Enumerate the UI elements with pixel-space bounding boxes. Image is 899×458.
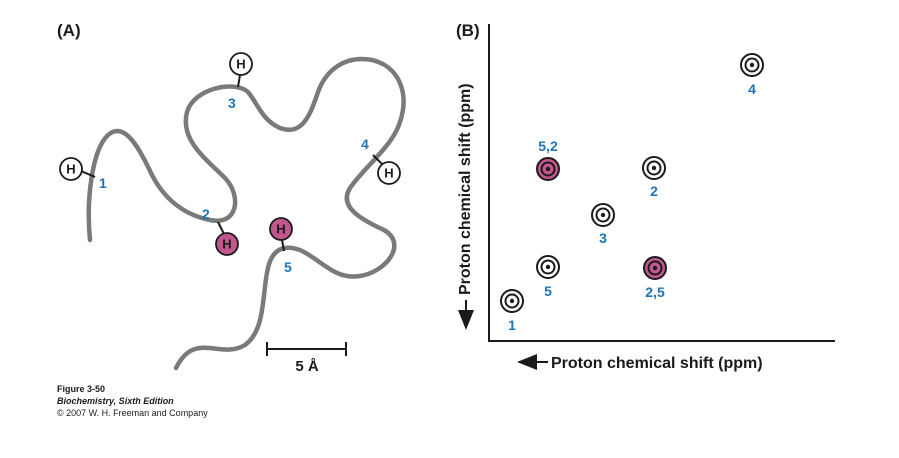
nmr-peak-5 — [536, 255, 560, 279]
svg-text:H: H — [66, 162, 75, 177]
y-axis-title: Proton chemical shift (ppm) — [457, 83, 474, 295]
x-axis-title: Proton chemical shift (ppm) — [551, 355, 763, 372]
svg-text:H: H — [384, 166, 393, 181]
hydrogen-2-highlighted: H — [215, 221, 239, 256]
nmr-peak-5-2-highlighted — [536, 157, 560, 181]
nmr-peak-1 — [500, 289, 524, 313]
figure-caption-title: Figure 3-50 — [57, 384, 106, 394]
svg-text:H: H — [222, 237, 231, 252]
nmr-peak-4 — [740, 53, 764, 77]
residue-label-5: 5 — [284, 259, 292, 275]
figure-caption-copyright: © 2007 W. H. Freeman and Company — [57, 408, 208, 418]
peak-label-2: 2 — [650, 183, 658, 199]
nmr-peak-2-5-highlighted — [643, 256, 667, 280]
hydrogen-1: H — [59, 157, 96, 181]
peak-label-1: 1 — [508, 317, 516, 333]
hydrogen-5-highlighted: H — [269, 217, 293, 252]
panel-a-label: (A) — [57, 21, 81, 40]
residue-label-4: 4 — [361, 136, 369, 152]
hydrogen-3: H — [229, 52, 253, 88]
hydrogen-4: H — [372, 154, 401, 185]
peak-label-3: 3 — [599, 230, 607, 246]
svg-text:H: H — [276, 222, 285, 237]
nmr-peak-2 — [642, 156, 666, 180]
figure-caption-book: Biochemistry, Sixth Edition — [57, 396, 174, 406]
peak-label-4: 4 — [748, 81, 756, 97]
peak-label-5: 5 — [544, 283, 552, 299]
residue-label-2: 2 — [202, 206, 210, 222]
scale-bar — [266, 342, 347, 356]
peak-label-5-2: 5,2 — [538, 138, 558, 154]
residue-label-1: 1 — [99, 175, 107, 191]
scale-bar-label: 5 Å — [295, 358, 319, 375]
svg-text:H: H — [236, 57, 245, 72]
nmr-peak-3 — [591, 203, 615, 227]
residue-label-3: 3 — [228, 95, 236, 111]
peak-label-2-5: 2,5 — [645, 284, 665, 300]
panel-b-label: (B) — [456, 21, 480, 40]
protein-chain-upper — [86, 56, 406, 371]
